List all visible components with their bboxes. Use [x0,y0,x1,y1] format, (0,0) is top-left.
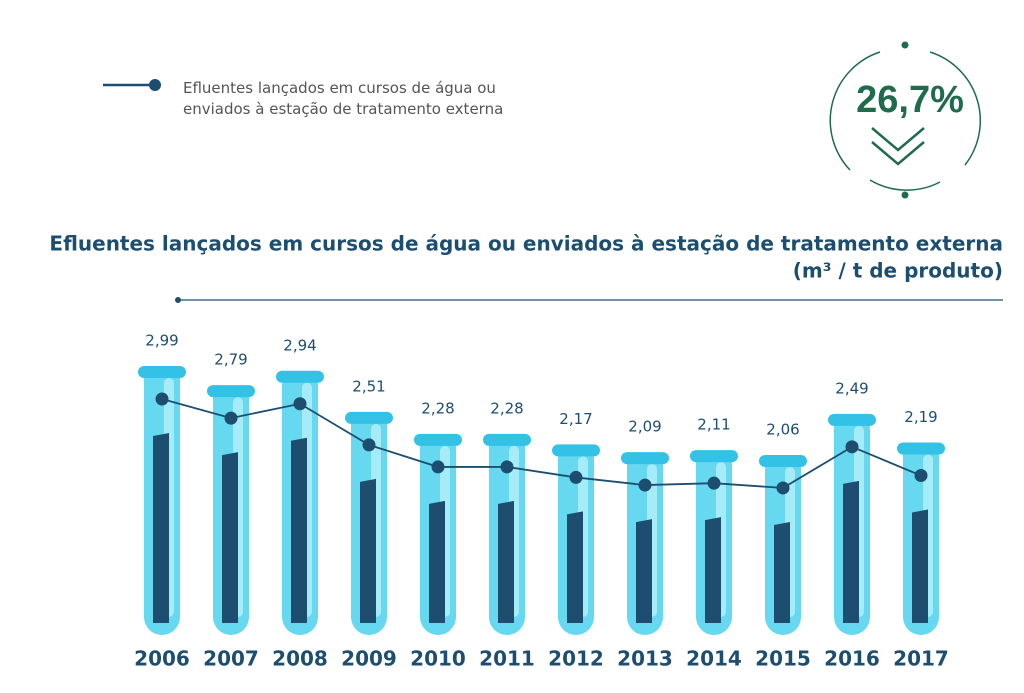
tube-cap [483,433,531,446]
x-tick-label: 2009 [341,647,397,671]
line-point [776,481,790,495]
chart-title: Efluentes lançados em cursos de água ou … [49,232,1003,256]
value-label: 2,99 [145,332,178,350]
value-label: 2,09 [628,418,661,436]
tube-fill [291,437,307,623]
x-tick-label: 2012 [548,647,604,671]
tube-fill [636,519,652,623]
value-label: 2,79 [214,351,247,369]
tube-cap [897,442,945,455]
value-label: 2,11 [697,416,730,434]
line-point [707,476,721,490]
value-label: 2,28 [490,399,523,417]
legend-dot [149,79,161,91]
value-label: 2,17 [559,410,592,428]
tube-fill [429,500,445,623]
badge: 26,7% [829,41,982,199]
x-tick-label: 2007 [203,647,259,671]
tube-fill [360,478,376,623]
x-tick-label: 2006 [134,647,190,671]
tube-cap [552,444,600,457]
x-tick-label: 2015 [755,647,811,671]
line-point [224,411,238,425]
tube-cap [138,366,186,378]
line-point [638,478,652,492]
value-label: 2,94 [283,336,316,354]
tube-fill [912,509,928,623]
tube-fill [705,517,721,623]
line [161,398,922,489]
separator-dot [175,297,181,303]
tube-fill [843,480,859,623]
x-tick-label: 2013 [617,647,673,671]
line-point [914,469,928,483]
tube-fill [498,500,514,623]
x-tick-label: 2010 [410,647,466,671]
line-point [845,440,859,454]
x-tick-label: 2014 [686,647,742,671]
tube-cap [621,452,669,465]
tube-cap [828,413,876,426]
tube-fill [774,521,790,623]
value-label: 2,28 [421,399,454,417]
tube-cap [690,450,738,463]
tube-cap [759,454,807,467]
x-tick-label: 2011 [479,647,535,671]
tube-fill [222,452,238,623]
tube-fill [153,433,169,623]
legend-label: Efluentes lançados em cursos de água ou … [183,79,504,118]
line-point [500,460,514,474]
badge-text: 26,7% [856,79,964,121]
value-label: 2,06 [766,420,799,438]
tube-fill [567,511,583,623]
line-point [569,470,583,484]
value-label: 2,19 [904,408,937,426]
tube-cap [345,411,393,424]
line-point [431,460,445,474]
x-tick-label: 2016 [824,647,880,671]
line-point [362,438,376,452]
line-point [293,397,307,411]
value-label: 2,49 [835,379,868,397]
chart-subtitle: (m³ / t de produto) [793,259,1003,283]
x-tick-label: 2017 [893,647,949,671]
tube-cap [414,433,462,446]
tube-cap [207,385,255,398]
x-tick-label: 2008 [272,647,328,671]
value-label: 2,51 [352,377,385,395]
tube-cap [276,370,324,383]
line-point [155,392,169,406]
